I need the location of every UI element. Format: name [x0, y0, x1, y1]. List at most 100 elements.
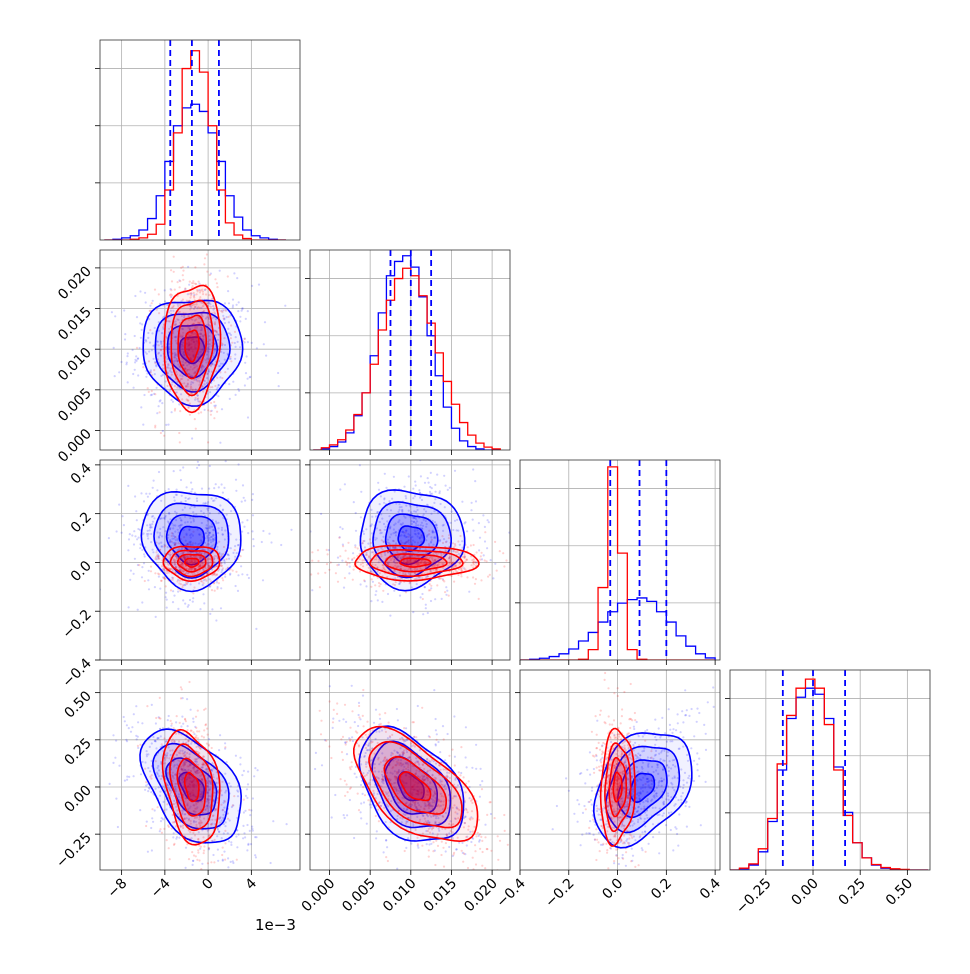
scatter-point	[298, 544, 300, 546]
scatter-point	[468, 591, 470, 593]
scatter-point	[224, 842, 226, 844]
scatter-point	[114, 315, 116, 317]
scatter-point	[253, 545, 255, 547]
scatter-point	[480, 768, 482, 770]
scatter-point	[239, 757, 241, 759]
scatter-point	[224, 746, 226, 748]
scatter-point	[150, 570, 152, 572]
scatter-point	[176, 836, 178, 838]
scatter-point	[226, 761, 228, 763]
scatter-point	[435, 718, 437, 720]
scatter-point	[243, 811, 245, 813]
scatter-point	[486, 560, 488, 562]
scatter-point	[528, 471, 530, 473]
scatter-point	[436, 584, 438, 586]
scatter-point	[127, 381, 129, 383]
scatter-point	[203, 602, 205, 604]
scatter-point	[236, 277, 238, 279]
scatter-point	[223, 487, 225, 489]
scatter-point	[389, 615, 391, 617]
scatter-point	[430, 472, 432, 474]
scatter-point	[190, 491, 192, 493]
scatter-point	[213, 861, 215, 863]
scatter-point	[173, 832, 175, 834]
scatter-point	[221, 408, 223, 410]
scatter-point	[235, 571, 237, 573]
scatter-point	[262, 579, 264, 581]
scatter-point	[207, 734, 209, 736]
scatter-point	[474, 480, 476, 482]
scatter-point	[472, 519, 474, 521]
scatter-point	[164, 289, 166, 291]
scatter-point	[370, 806, 372, 808]
scatter-point	[360, 784, 362, 786]
scatter-point	[198, 730, 200, 732]
scatter-point	[427, 477, 429, 479]
scatter-point	[453, 715, 455, 717]
scatter-point	[184, 287, 186, 289]
scatter-point	[454, 470, 456, 472]
scatter-point	[202, 593, 204, 595]
scatter-point	[131, 534, 133, 536]
scatter-point	[156, 387, 158, 389]
scatter-point	[159, 588, 161, 590]
axes-frame	[730, 670, 930, 870]
scatter-point	[115, 740, 117, 742]
scatter-point	[444, 591, 446, 593]
scatter-point	[232, 860, 234, 862]
scatter-point	[346, 814, 348, 816]
scatter-point	[159, 830, 161, 832]
scatter-point	[179, 286, 181, 288]
scatter-point	[393, 476, 395, 478]
scatter-point	[422, 613, 424, 615]
scatter-point	[134, 558, 136, 560]
scatter-panel-2-0	[91, 457, 300, 660]
scatter-point	[360, 811, 362, 813]
scatter-point	[344, 577, 346, 579]
scatter-point	[230, 844, 232, 846]
scatter-point	[159, 697, 161, 699]
scatter-point	[161, 832, 163, 834]
scatter-point	[213, 487, 215, 489]
scatter-point	[280, 544, 282, 546]
scatter-point	[133, 713, 135, 715]
scatter-point	[134, 495, 136, 497]
scatter-point	[171, 280, 173, 282]
scatter-point	[206, 253, 208, 255]
scatter-point	[203, 850, 205, 852]
scatter-point	[189, 414, 191, 416]
scatter-point	[424, 482, 426, 484]
scatter-point	[151, 849, 153, 851]
scatter-point	[128, 727, 130, 729]
scatter-point	[345, 561, 347, 563]
scatter-point	[170, 720, 172, 722]
scatter-point	[203, 709, 205, 711]
scatter-point	[241, 501, 243, 503]
scatter-point	[339, 555, 341, 557]
hist-series_a	[313, 256, 500, 450]
scatter-point	[150, 827, 152, 829]
scatter-point	[174, 289, 176, 291]
scatter-point	[148, 570, 150, 572]
scatter-point	[233, 272, 235, 274]
scatter-point	[137, 721, 139, 723]
scatter-point	[221, 577, 223, 579]
scatter-point	[355, 776, 357, 778]
scatter-point	[158, 405, 160, 407]
scatter-point	[135, 355, 137, 357]
scatter-point	[181, 688, 183, 690]
scatter-point	[247, 310, 249, 312]
scatter-point	[157, 806, 159, 808]
scatter-point	[149, 305, 151, 307]
scatter-point	[336, 564, 338, 566]
scatter-point	[365, 585, 367, 587]
scatter-point	[418, 489, 420, 491]
scatter-point	[514, 567, 516, 569]
scatter-point	[178, 403, 180, 405]
scatter-point	[221, 483, 223, 485]
scatter-point	[270, 862, 272, 864]
scatter-point	[112, 762, 114, 764]
scatter-point	[151, 302, 153, 304]
scatter-point	[232, 895, 234, 897]
scatter-point	[268, 533, 270, 535]
